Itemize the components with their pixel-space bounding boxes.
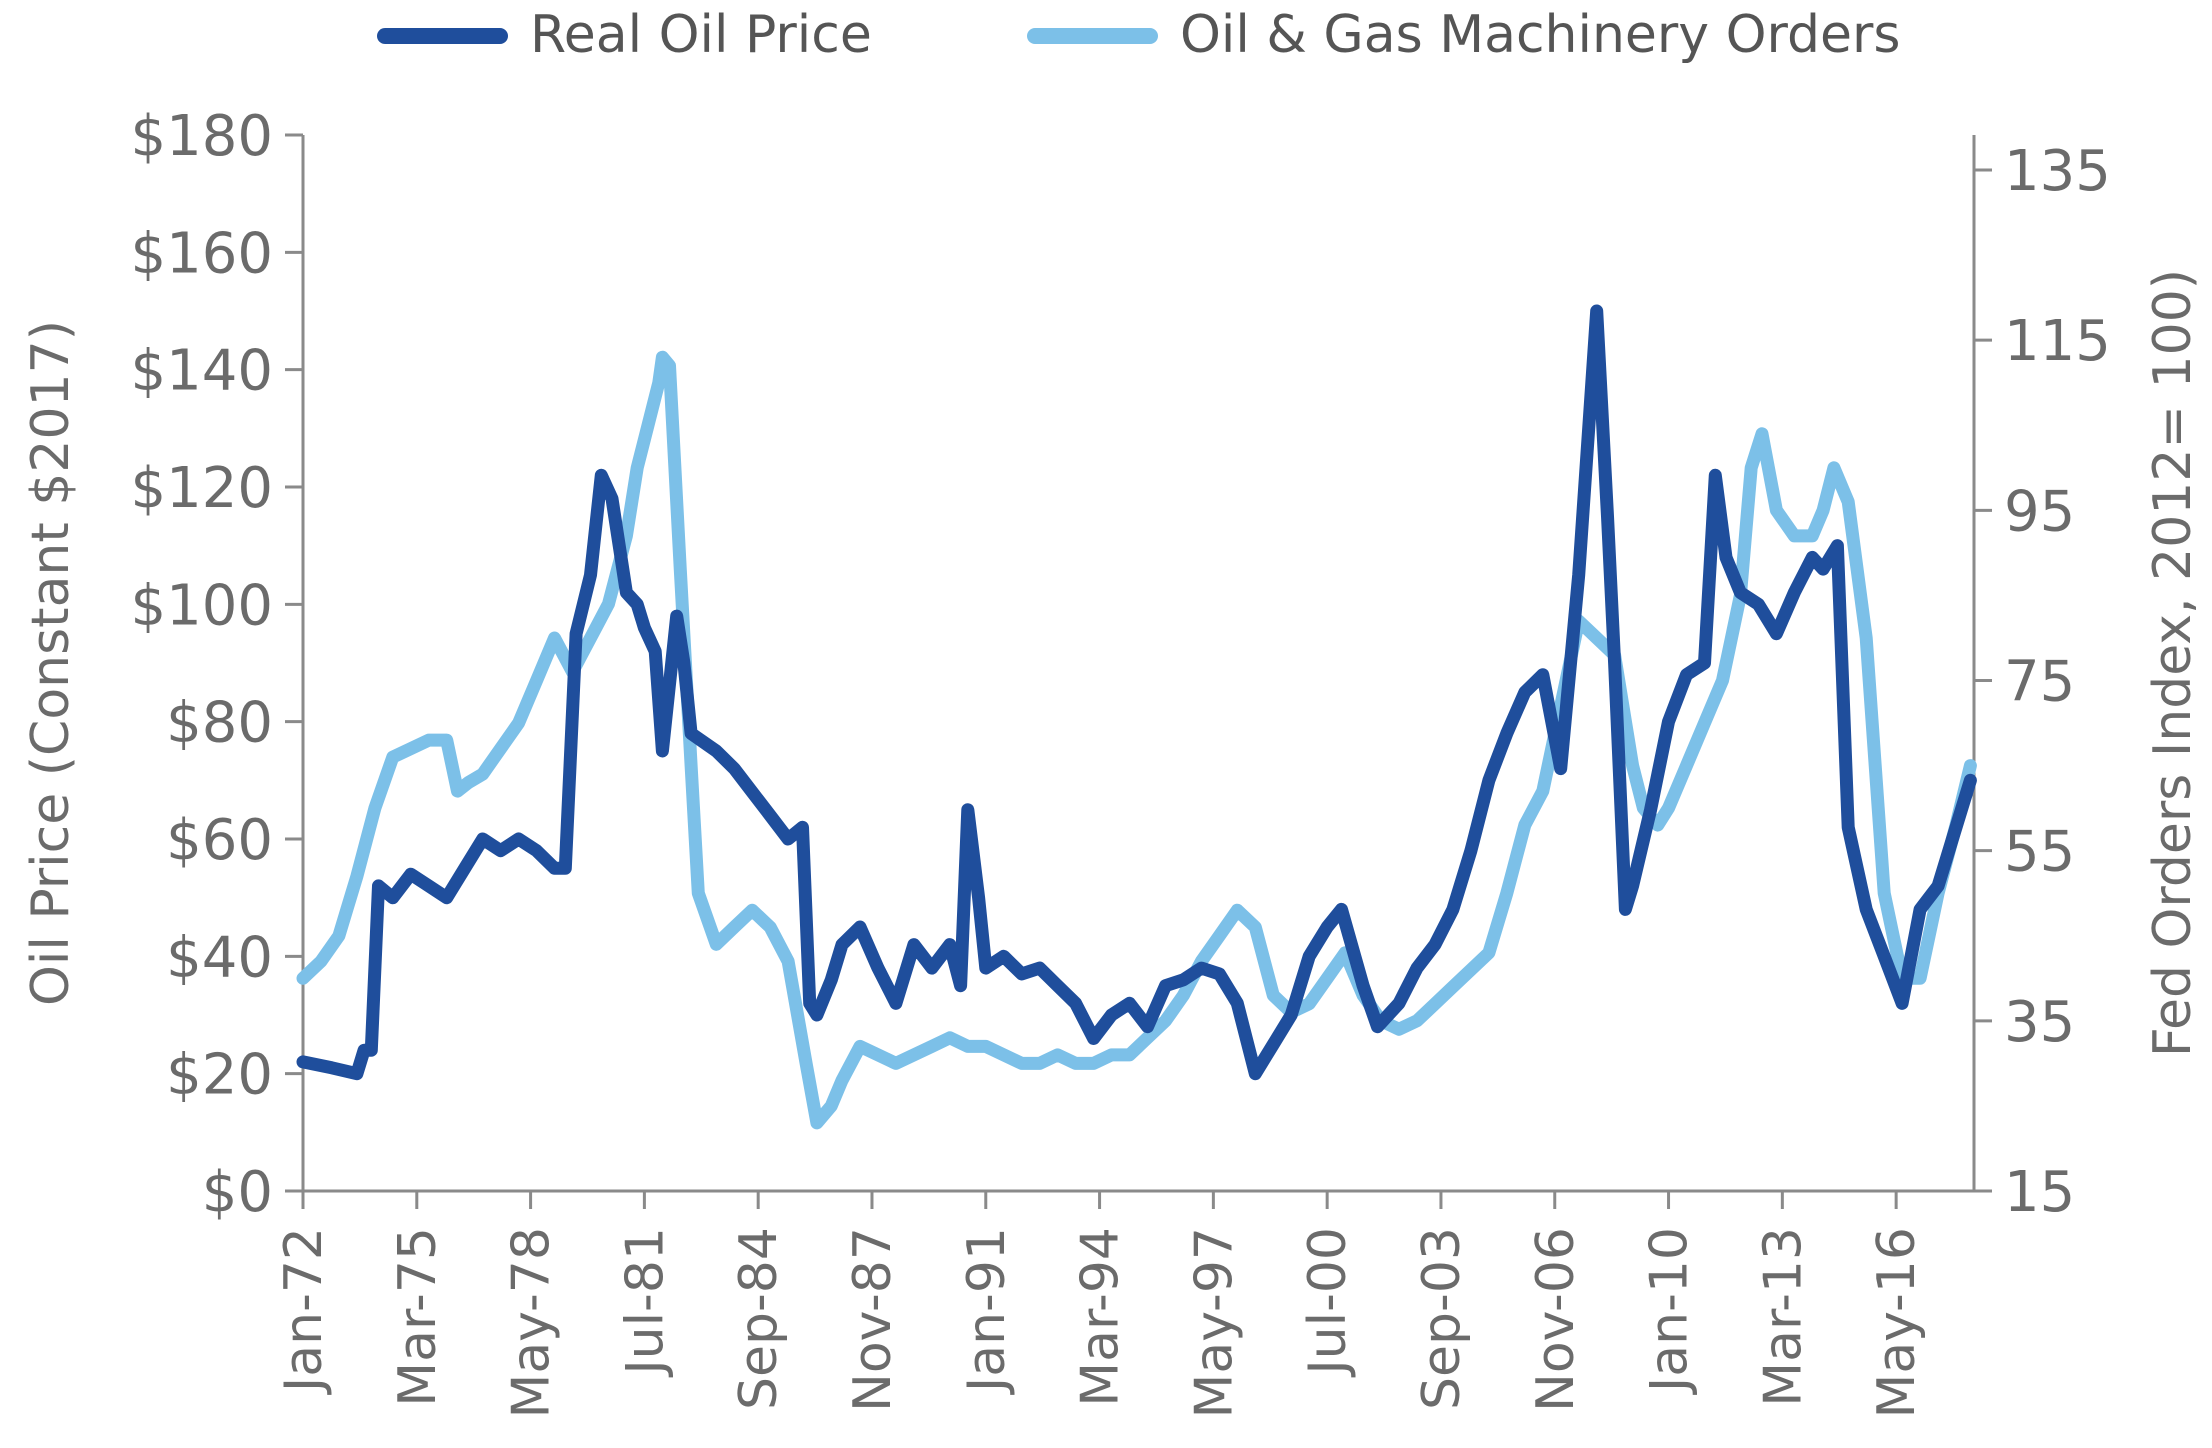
left-tick-label: $40 [166,925,273,990]
x-tick-label: Mar-13 [1753,1227,1813,1407]
x-tick-label: Jan-91 [957,1227,1017,1395]
left-tick-label: $0 [202,1160,273,1225]
left-axis-ticks: $0 $20 $40 $60 $80 $100 $120 $140 $160 $180 [130,104,303,1225]
legend-label-real-oil-price: Real Oil Price [530,5,872,65]
left-tick-label: $60 [166,808,273,873]
right-tick-label: 95 [2004,479,2075,544]
x-axis-ticks: Jan-72 Mar-75 May-78 Jul-81 Sep-84 Nov-87 Jan-… [274,1191,1927,1419]
x-tick-label: Jul-81 [615,1227,675,1378]
left-tick-label: $120 [130,456,273,521]
left-tick-label: $100 [130,573,273,638]
series-layer [296,304,1977,1130]
right-tick-label: 135 [2004,139,2111,204]
x-tick-label: May-78 [502,1227,562,1419]
left-tick-label: $160 [130,221,273,286]
right-tick-label: 35 [2004,990,2075,1055]
series-line-machinery-orders [296,350,1977,1130]
left-tick-label: $80 [166,691,273,756]
x-tick-label: Sep-03 [1412,1227,1472,1410]
x-tick-label: Mar-75 [388,1227,448,1407]
left-tick-label: $20 [166,1043,273,1108]
x-tick-label: Jan-72 [274,1227,334,1395]
x-tick-label: May-97 [1184,1227,1244,1419]
right-axis-title: Fed Orders Index, 2012= 100) [2143,269,2203,1057]
x-tick-label: Jan-10 [1640,1227,1700,1395]
x-tick-label: Sep-84 [729,1227,789,1410]
left-tick-label: $180 [130,104,273,169]
left-axis-title: Oil Price (Constant $2017) [21,320,81,1006]
x-tick-label: Nov-06 [1526,1227,1586,1412]
right-axis-ticks: 15 35 55 75 95 115 135 [1974,139,2111,1225]
left-tick-label: $140 [130,339,273,404]
right-tick-label: 115 [2004,309,2111,374]
x-tick-label: Nov-87 [843,1227,903,1412]
series-line-real-oil-price [296,304,1977,1081]
right-tick-label: 55 [2004,820,2075,885]
x-tick-label: May-16 [1867,1227,1927,1419]
x-tick-label: Jul-00 [1298,1227,1358,1378]
x-tick-label: Mar-94 [1071,1227,1131,1407]
right-tick-label: 15 [2004,1160,2075,1225]
right-tick-label: 75 [2004,650,2075,715]
legend-label-machinery-orders: Oil & Gas Machinery Orders [1180,5,1900,65]
legend: Real Oil Price Oil & Gas Machinery Order… [377,5,1900,65]
